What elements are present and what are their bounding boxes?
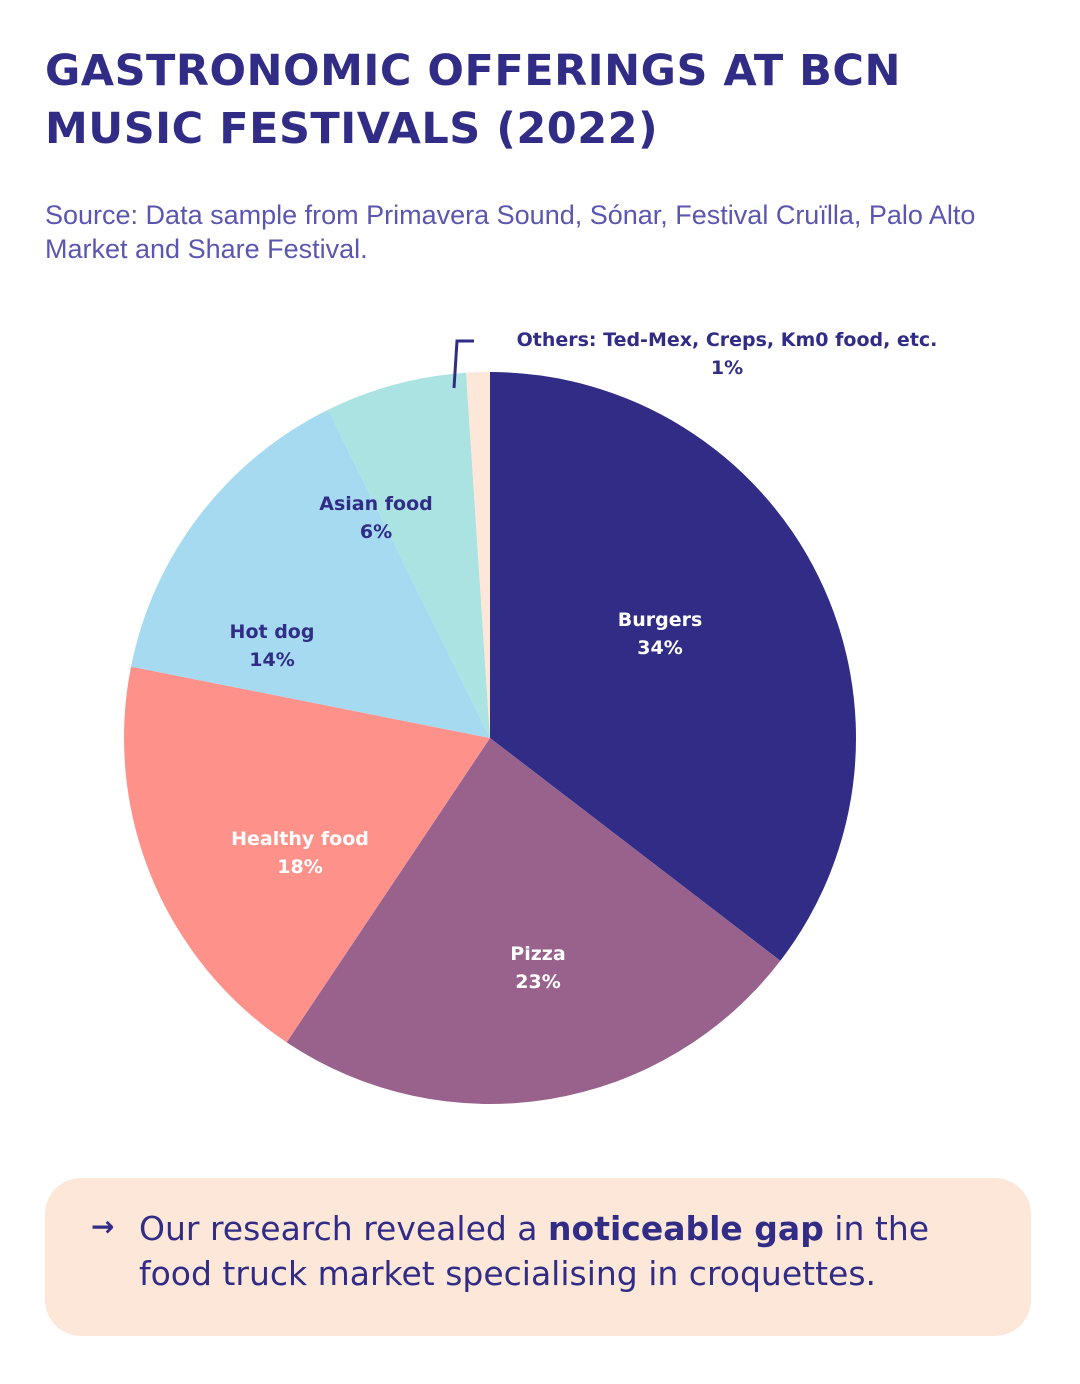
pie-chart: Burgers 34% Pizza 23% Healthy food 18% Hot dog… <box>123 329 938 1104</box>
insight-text: Our research revealed a noticeable gap i… <box>139 1206 999 1296</box>
slice-value-label: 23% <box>515 971 560 993</box>
slice-value-label: 6% <box>360 521 392 543</box>
slice-name-label: Others: Ted-Mex, Creps, Km0 food, etc. <box>517 329 938 351</box>
slice-value-label: 14% <box>249 649 294 671</box>
slice-name-label: Asian food <box>319 493 432 515</box>
pie-slice-others <box>466 372 490 738</box>
slice-name-label: Healthy food <box>231 828 369 850</box>
insight-text-after: in the food truck market specialising in… <box>139 1209 930 1293</box>
insight-text-bold: noticeable gap <box>548 1209 824 1248</box>
slice-name-label: Hot dog <box>230 621 315 643</box>
slice-value-label: 1% <box>711 357 743 379</box>
others-leader-line <box>452 339 474 389</box>
chart-title: GASTRONOMIC OFFERINGS AT BCN MUSIC FESTI… <box>45 46 901 154</box>
chart-subtitle: Source: Data sample from Primavera Sound… <box>45 200 976 264</box>
insight-text-before: Our research revealed a <box>139 1209 549 1248</box>
pie-slice-asian-food <box>328 372 490 738</box>
arrow-right-icon: → <box>91 1210 115 1243</box>
insight-callout: → Our research revealed a noticeable gap… <box>45 1178 1031 1336</box>
pie-slice-healthy-food <box>123 666 490 1043</box>
slice-name-label: Pizza <box>510 943 565 965</box>
slice-value-label: 18% <box>277 856 322 878</box>
pie-slice-hot-dog <box>131 409 490 738</box>
pie-slice-burgers <box>490 372 856 961</box>
slice-name-label: Burgers <box>618 609 703 631</box>
pie-slice-pizza <box>286 738 781 1104</box>
slice-value-label: 34% <box>637 637 682 659</box>
